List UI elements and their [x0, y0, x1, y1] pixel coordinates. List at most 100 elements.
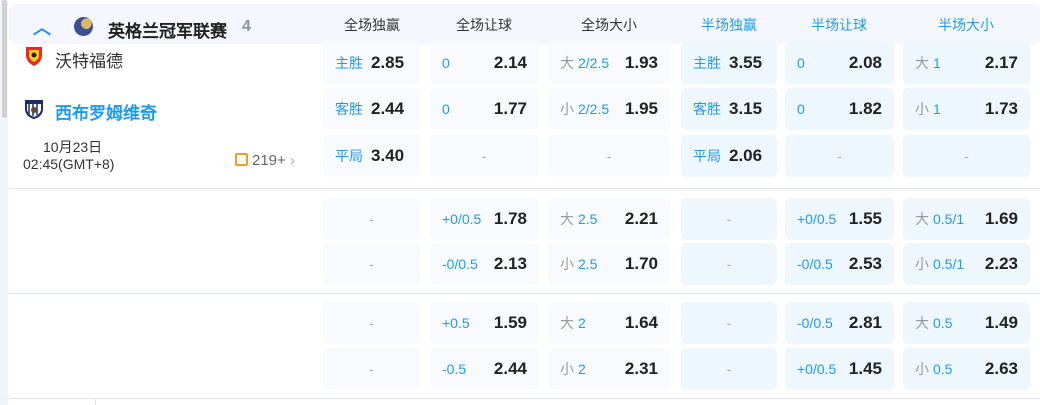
- odds-value: 1.82: [848, 99, 882, 118]
- odds-cell[interactable]: 0 2.14: [430, 42, 539, 84]
- odds-cell[interactable]: 小 2/2.5 1.95: [548, 88, 670, 130]
- odds-value: 2.44: [371, 99, 405, 118]
- odds-value: 2.23: [984, 254, 1018, 273]
- empty-odds: -: [726, 211, 732, 227]
- column-header: 半场让球: [811, 17, 867, 33]
- odds-cell[interactable]: 客胜 2.44: [323, 88, 420, 130]
- odds-cell[interactable]: 小 0.5/1 2.23: [903, 243, 1030, 285]
- odds-cell[interactable]: -0.5 2.44: [430, 348, 539, 390]
- outcome-label: 客胜: [693, 101, 721, 117]
- handicap-line: +0/0.5: [797, 211, 837, 227]
- odds-value: 1.73: [984, 99, 1018, 118]
- odds-cell: -: [681, 198, 777, 240]
- odds-cell[interactable]: 大 2 1.64: [548, 302, 670, 344]
- odds-value: 3.40: [371, 146, 405, 165]
- odds-cell[interactable]: 小 0.5 2.63: [903, 348, 1030, 390]
- over-under-label: 小: [560, 361, 574, 377]
- league-header: ︿ 英格兰冠军联赛 4: [9, 4, 1040, 44]
- odds-cell[interactable]: -0/0.5 2.53: [785, 243, 894, 285]
- match-date: 10月23日: [43, 139, 103, 155]
- over-under-label: 小: [560, 101, 574, 117]
- total-line: 2.5: [578, 211, 598, 227]
- odds-value: 1.59: [493, 313, 527, 332]
- odds-cell[interactable]: 0 1.82: [785, 88, 894, 130]
- odds-cell[interactable]: 小 2.5 1.70: [548, 243, 670, 285]
- odds-value: 2.44: [493, 359, 527, 378]
- total-line: 0.5: [933, 361, 953, 377]
- odds-cell[interactable]: +0.5 1.59: [430, 302, 539, 344]
- odds-cell[interactable]: +0/0.5 1.78: [430, 198, 539, 240]
- odds-cell: -: [681, 243, 777, 285]
- odds-cell[interactable]: -0/0.5 2.81: [785, 302, 894, 344]
- odds-cell[interactable]: -0/0.5 2.13: [430, 243, 539, 285]
- chevron-up-icon[interactable]: ︿: [33, 18, 51, 38]
- odds-cell[interactable]: 0 1.77: [430, 88, 539, 130]
- odds-cell[interactable]: +0/0.5 1.55: [785, 198, 894, 240]
- outcome-label: 客胜: [335, 101, 363, 117]
- handicap-line: +0.5: [442, 315, 470, 331]
- odds-cell[interactable]: 大 0.5/1 1.69: [903, 198, 1030, 240]
- odds-value: 1.55: [848, 209, 882, 228]
- odds-cell[interactable]: 小 1 1.73: [903, 88, 1030, 130]
- total-line: 2/2.5: [578, 55, 610, 71]
- odds-cell[interactable]: 客胜 3.15: [681, 88, 777, 130]
- odds-cell[interactable]: 大 0.5 1.49: [903, 302, 1030, 344]
- odds-cell[interactable]: +0/0.5 1.45: [785, 348, 894, 390]
- watford-crest-icon: [26, 47, 42, 66]
- odds-cell[interactable]: 0 2.08: [785, 42, 894, 84]
- more-markets-count: 219+: [252, 152, 286, 169]
- column-header: 全场独赢: [344, 17, 400, 33]
- empty-odds: -: [369, 315, 374, 331]
- empty-odds: -: [606, 148, 612, 164]
- odds-cell[interactable]: 大 1 2.17: [903, 42, 1030, 84]
- match-count: 4: [242, 18, 251, 35]
- odds-cell[interactable]: 大 2/2.5 1.93: [548, 42, 670, 84]
- empty-odds: -: [726, 256, 732, 272]
- total-line: 2: [578, 315, 586, 331]
- empty-odds: -: [369, 211, 374, 227]
- column-header: 半场大小: [938, 17, 994, 33]
- odds-cell[interactable]: 主胜 3.55: [681, 42, 777, 84]
- away-team[interactable]: 西布罗姆维奇: [55, 104, 157, 123]
- odds-cell: -: [323, 302, 420, 344]
- over-under-label: 小: [560, 256, 574, 272]
- odds-value: 1.69: [984, 209, 1018, 228]
- column-header: 全场大小: [581, 17, 637, 33]
- odds-cell: -: [548, 135, 670, 177]
- over-under-label: 大: [915, 315, 929, 331]
- odds-cell[interactable]: 小 2 2.31: [548, 348, 670, 390]
- divider: [9, 293, 1040, 294]
- divider: [9, 398, 1040, 399]
- odds-cell[interactable]: 主胜 2.85: [323, 42, 420, 84]
- scrollbar[interactable]: [2, 0, 7, 118]
- market-list-icon: [235, 153, 248, 166]
- odds-value: 1.93: [624, 53, 658, 72]
- outcome-label: 主胜: [693, 55, 721, 71]
- odds-cell[interactable]: 平局 3.40: [323, 135, 420, 177]
- empty-odds: -: [726, 315, 732, 331]
- odds-cell[interactable]: 大 2.5 2.21: [548, 198, 670, 240]
- handicap-line: -0/0.5: [442, 256, 478, 272]
- outcome-label: 平局: [693, 148, 721, 164]
- odds-cell: -: [323, 243, 420, 285]
- odds-cell: -: [430, 135, 539, 177]
- odds-cell: -: [681, 348, 777, 390]
- odds-cell[interactable]: 平局 2.06: [681, 135, 777, 177]
- odds-value: 2.85: [371, 53, 405, 72]
- odds-value: 1.78: [493, 209, 527, 228]
- odds-value: 3.15: [729, 99, 763, 118]
- odds-value: 3.55: [729, 53, 763, 72]
- home-team[interactable]: 沃特福德: [55, 52, 123, 71]
- over-under-label: 大: [915, 211, 929, 227]
- odds-value: 2.14: [493, 53, 527, 72]
- over-under-label: 大: [560, 211, 574, 227]
- handicap-line: 0: [797, 55, 805, 71]
- over-under-label: 小: [915, 361, 929, 377]
- more-markets-link[interactable]: 219+ ›: [235, 152, 295, 169]
- over-under-label: 小: [915, 256, 929, 272]
- total-line: 2.5: [578, 256, 598, 272]
- odds-value: 1.70: [624, 254, 658, 273]
- odds-cell: -: [681, 302, 777, 344]
- chevron-right-icon: ›: [289, 152, 295, 169]
- handicap-line: +0/0.5: [442, 211, 482, 227]
